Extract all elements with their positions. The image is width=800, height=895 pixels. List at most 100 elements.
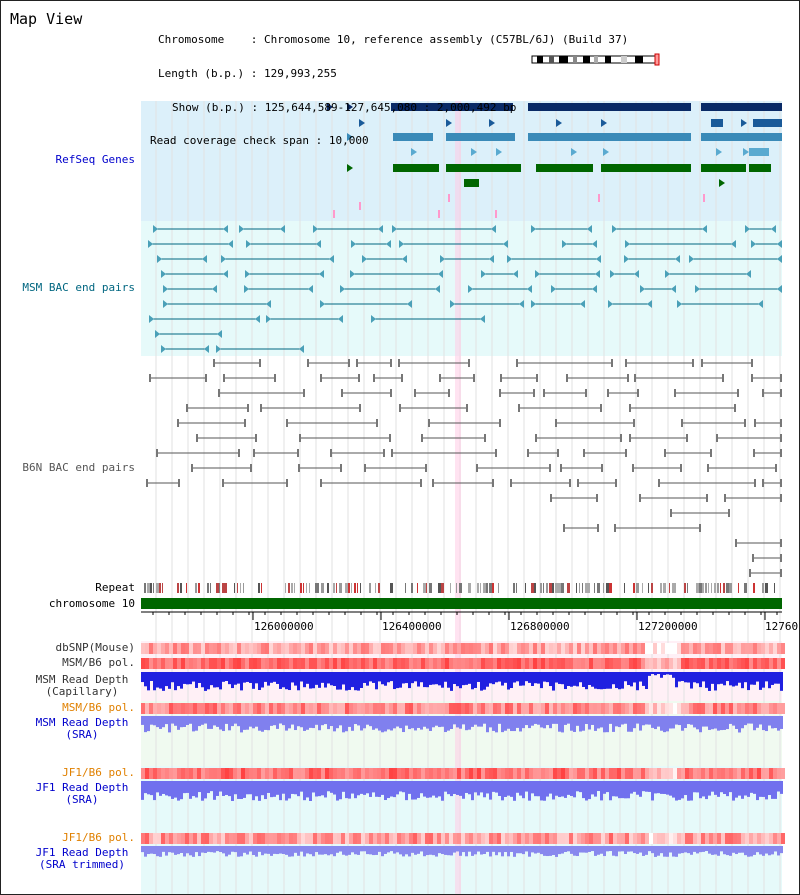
heat-cell [773,768,777,779]
heat-cell [621,768,625,779]
depth-bar [594,672,597,689]
refseq-genes-label[interactable]: RefSeq Genes [55,153,135,166]
depth-bar [207,781,210,794]
jf1-b6-pol-label-1[interactable]: JF1/B6 pol. [62,766,135,779]
gene-arrow [489,119,495,127]
depth-bar [507,781,510,796]
depth-bar [555,846,558,857]
jf1-depth-trim-label-2[interactable]: (SRA trimmed) [38,858,126,871]
depth-bar [324,846,327,855]
depth-bar [588,672,591,685]
depth-bar [726,846,729,856]
jf1-depth-sra-label-1[interactable]: JF1 Read Depth [35,781,129,794]
depth-bar [771,781,774,799]
heat-cell [677,703,681,714]
heat-cell [705,768,709,779]
repeat-mark [567,583,570,593]
jf1-depth-trim-label-1[interactable]: JF1 Read Depth [35,846,129,859]
depth-bar [522,846,525,855]
b6n-bac-label[interactable]: B6N BAC end pairs [22,461,135,474]
depth-bar [354,781,357,799]
depth-bar [306,716,309,730]
depth-bar [534,781,537,797]
heat-cell [649,703,653,714]
heat-cell [409,643,413,654]
depth-bar [204,846,207,854]
depth-bar [624,716,627,724]
depth-bar [702,781,705,797]
depth-bar [669,846,672,853]
heat-cell [453,768,457,779]
heat-cell [493,703,497,714]
depth-bar [465,672,468,685]
depth-bar [555,672,558,683]
heat-cell [393,643,397,654]
msm-b6-pol-label-2[interactable]: MSM/B6 pol. [62,701,135,714]
msm-depth-cap-label-1[interactable]: MSM Read Depth [35,673,129,686]
depth-bar [381,672,384,685]
msm-depth-sra-label-1[interactable]: MSM Read Depth [35,716,129,729]
bac-end-marker [637,389,639,397]
heat-cell [557,768,561,779]
heat-cell [141,643,145,654]
depth-bar [180,781,183,800]
depth-bar [540,846,543,855]
depth-bar [660,672,663,678]
depth-bar [756,672,759,682]
depth-bar [306,781,309,798]
depth-bar [450,672,453,691]
chromosome-ideogram[interactable] [531,53,663,67]
bac-end-marker [647,300,652,308]
depth-bar [345,672,348,691]
depth-bar [474,672,477,688]
heat-cell [737,658,741,669]
msm-b6-pol-label-1[interactable]: MSM/B6 pol. [62,656,135,669]
heat-cell [309,643,313,654]
depth-bar [567,672,570,686]
depth-bar [261,716,264,732]
heat-cell [305,658,309,669]
bac-end-marker [610,270,615,278]
depth-bar [660,781,663,794]
heat-cell [309,658,313,669]
heat-cell [321,833,325,844]
jf1-b6-pol-label-2[interactable]: JF1/B6 pol. [62,831,135,844]
jf1-depth-sra-label-2[interactable]: (SRA) [65,793,99,806]
bac-end-marker [728,509,730,517]
dbsnp-label[interactable]: dbSNP(Mouse) [55,641,135,654]
heat-cell [529,658,533,669]
depth-bar [258,672,261,690]
depth-bar [156,716,159,728]
repeat-mark [288,583,290,593]
axis-tick-label: 12760 [765,620,799,633]
depth-bar [555,716,558,724]
msm-depth-sra-label-2[interactable]: (SRA) [65,728,99,741]
depth-bar [492,846,495,852]
repeat-label[interactable]: Repeat [95,581,135,594]
bac-end-marker [780,569,782,577]
depth-bar [288,716,291,729]
heat-cell [637,643,641,654]
bac-end-marker [161,270,166,278]
depth-bar [738,716,741,733]
heat-cell [769,703,773,714]
chromosome-track-label[interactable]: chromosome 10 [48,597,135,610]
msm-bac-label[interactable]: MSM BAC end pairs [22,281,135,294]
repeat-mark [198,583,200,593]
b6n-bac-end-pair-features [146,359,782,577]
heat-cell [781,768,785,779]
depth-bar [420,672,423,683]
bac-end-marker [658,479,660,487]
bac-end-marker [202,255,207,263]
depth-bar [213,716,216,726]
depth-bar [264,846,267,854]
msm-depth-cap-label-2[interactable]: (Capillary) [45,685,119,698]
depth-bar [351,672,354,688]
depth-bar [645,716,648,725]
heat-cell [541,768,545,779]
bac-end-marker [157,255,162,263]
heat-cell [589,833,593,844]
bac-end-marker [499,389,501,397]
heat-cell [477,643,481,654]
depth-bar [327,672,330,684]
